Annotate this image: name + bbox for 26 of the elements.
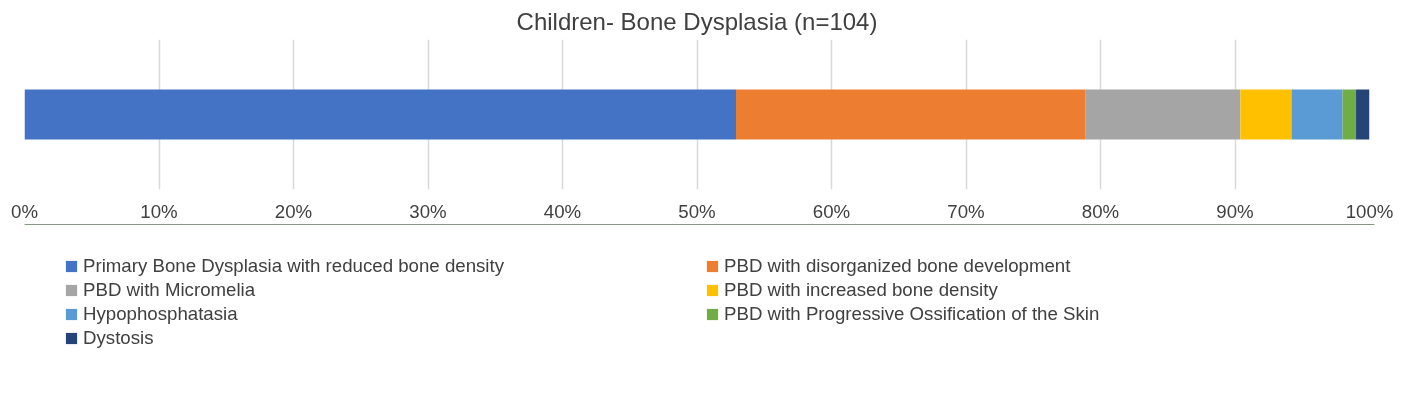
legend-label: Primary Bone Dysplasia with reduced bone density <box>83 255 505 277</box>
bar <box>1356 89 1370 140</box>
legend-label: Hypophosphatasia <box>83 303 239 325</box>
x-tick-label: 100% <box>1345 200 1394 222</box>
bar <box>1085 89 1241 140</box>
x-tick-label: 30% <box>409 200 447 222</box>
bar <box>736 89 1086 140</box>
x-tick-label: 80% <box>1081 200 1120 222</box>
legend-label: PBD with Micromelia <box>83 279 257 301</box>
bar <box>1342 89 1357 140</box>
x-tick-label: 90% <box>1216 200 1254 222</box>
bar <box>24 89 737 140</box>
x-tick-label: 50% <box>678 200 716 222</box>
x-tick-label: 70% <box>947 200 985 222</box>
x-tick-label: 0% <box>11 200 38 222</box>
chart-title: Children- Bone Dysplasia (n=104) <box>516 7 878 35</box>
legend-label: PBD with increased bone density <box>724 279 999 301</box>
legend-label: PBD with disorganized bone development <box>724 255 1072 277</box>
legend-label: Dystosis <box>83 327 155 349</box>
x-tick-label: 40% <box>543 200 582 222</box>
x-tick-label: 60% <box>812 200 851 222</box>
x-tick-label: 20% <box>274 200 313 222</box>
bar <box>1240 89 1292 140</box>
legend-label: PBD with Progressive Ossification of the Skin <box>724 303 1101 325</box>
x-tick-label: 10% <box>140 200 178 222</box>
bar <box>1291 89 1343 140</box>
